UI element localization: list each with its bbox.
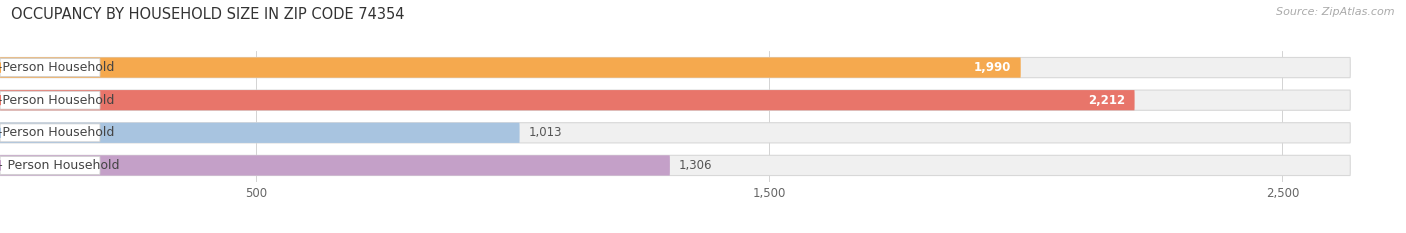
FancyBboxPatch shape	[0, 124, 100, 142]
Text: 2,212: 2,212	[1088, 94, 1125, 107]
FancyBboxPatch shape	[0, 123, 520, 143]
FancyBboxPatch shape	[0, 91, 100, 109]
Text: 1,013: 1,013	[529, 126, 562, 139]
Text: 1,306: 1,306	[679, 159, 713, 172]
FancyBboxPatch shape	[0, 90, 1135, 110]
FancyBboxPatch shape	[0, 58, 1350, 78]
Text: 3-Person Household: 3-Person Household	[0, 126, 115, 139]
Text: OCCUPANCY BY HOUSEHOLD SIZE IN ZIP CODE 74354: OCCUPANCY BY HOUSEHOLD SIZE IN ZIP CODE …	[11, 7, 405, 22]
FancyBboxPatch shape	[0, 123, 1350, 143]
Text: 4+ Person Household: 4+ Person Household	[0, 159, 120, 172]
Text: 1-Person Household: 1-Person Household	[0, 61, 115, 74]
FancyBboxPatch shape	[0, 58, 100, 76]
FancyBboxPatch shape	[0, 90, 1350, 110]
FancyBboxPatch shape	[0, 157, 100, 174]
FancyBboxPatch shape	[0, 58, 1021, 78]
FancyBboxPatch shape	[0, 155, 669, 175]
Text: 2-Person Household: 2-Person Household	[0, 94, 115, 107]
FancyBboxPatch shape	[0, 155, 1350, 175]
Text: Source: ZipAtlas.com: Source: ZipAtlas.com	[1277, 7, 1395, 17]
Text: 1,990: 1,990	[974, 61, 1011, 74]
